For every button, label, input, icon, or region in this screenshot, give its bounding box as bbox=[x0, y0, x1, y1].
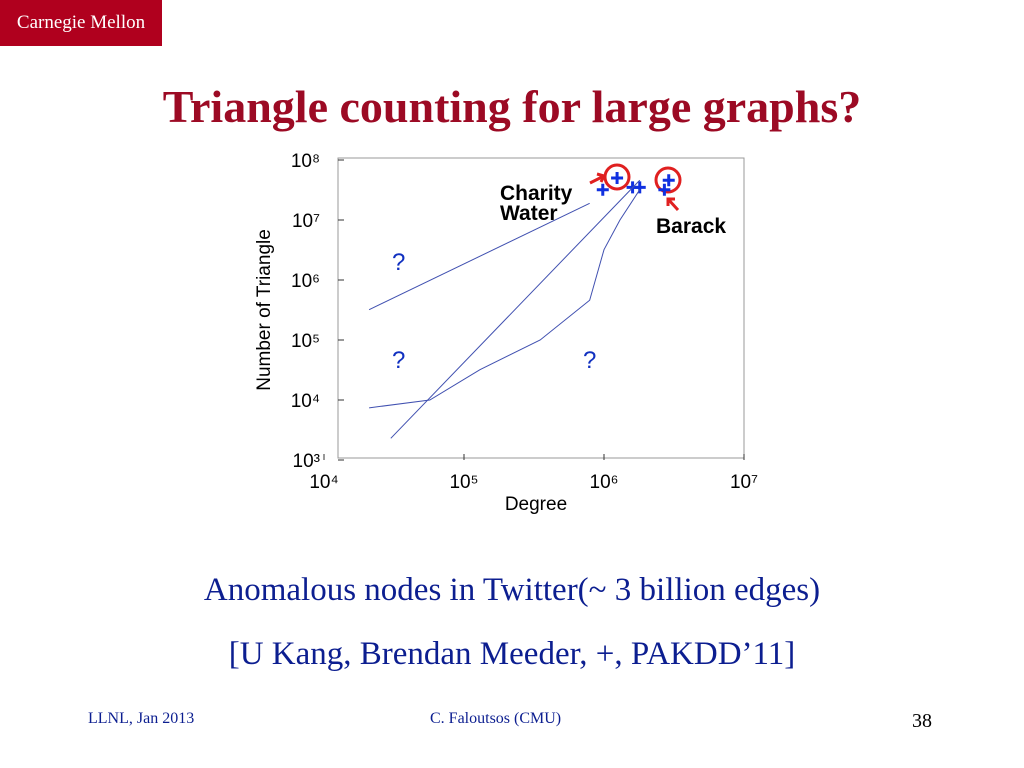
annotation: Water bbox=[500, 202, 558, 225]
x-tick-label: 10⁵ bbox=[449, 472, 478, 493]
annotation: ? bbox=[392, 249, 405, 276]
highlight-circle bbox=[654, 166, 682, 194]
annotation: ? bbox=[392, 347, 405, 374]
arrow bbox=[666, 197, 680, 212]
x-tick-label: 10⁴ bbox=[309, 472, 338, 493]
slide-title: Triangle counting for large graphs? bbox=[162, 81, 862, 132]
x-axis-label: Degree bbox=[505, 494, 567, 515]
y-axis-label: Number of Triangle bbox=[254, 229, 275, 391]
fit-line bbox=[369, 189, 641, 409]
point bbox=[658, 183, 671, 196]
chart: 10⁴ 10⁵ 10⁶ 10⁷10³10⁴10⁵10⁶10⁷10⁸DegreeNumb… bbox=[254, 151, 758, 515]
annotation: ? bbox=[583, 347, 596, 374]
fit-line bbox=[390, 179, 641, 439]
y-tick-label: 10⁵ bbox=[291, 331, 320, 352]
arrow bbox=[589, 172, 607, 185]
footer-left: LLNL, Jan 2013 bbox=[88, 710, 195, 727]
x-tick-label: 10⁶ bbox=[590, 472, 619, 493]
y-tick-label: 10³ bbox=[293, 451, 320, 472]
point bbox=[611, 172, 624, 185]
y-tick-label: 10⁴ bbox=[291, 391, 320, 412]
y-tick-label: 10⁶ bbox=[291, 271, 320, 292]
y-tick-label: 10⁸ bbox=[291, 151, 320, 172]
point bbox=[596, 183, 609, 196]
footer-center: C. Faloutsos (CMU) bbox=[430, 710, 562, 727]
caption: Anomalous nodes in Twitter(~ 3 billion e… bbox=[203, 572, 821, 608]
y-tick-label: 10⁷ bbox=[292, 211, 320, 232]
plot-frame bbox=[337, 157, 745, 459]
caption: [U Kang, Brendan Meeder, +, PAKDD’11] bbox=[228, 636, 796, 672]
logo: Carnegie Mellon bbox=[0, 0, 162, 46]
point bbox=[633, 181, 646, 194]
annotation: Charity bbox=[500, 182, 573, 205]
point bbox=[662, 174, 675, 187]
fit-line bbox=[368, 202, 590, 311]
annotation: Barack bbox=[656, 215, 726, 238]
x-tick-label: 10⁷ bbox=[730, 472, 758, 493]
page-number: 38 bbox=[912, 710, 932, 732]
